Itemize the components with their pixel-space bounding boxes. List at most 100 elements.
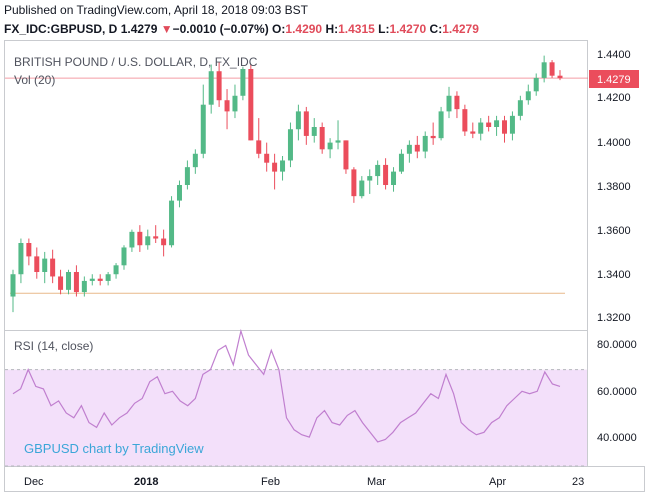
candle-body [414, 144, 420, 152]
volume-label: Vol (20) [14, 73, 55, 87]
low-value: 1.4270 [389, 22, 427, 36]
candle-body [240, 69, 246, 96]
time-tick-label: 2018 [134, 476, 158, 488]
open-value: 1.4290 [285, 22, 323, 36]
candle-body [34, 256, 40, 272]
candle-body [486, 122, 492, 127]
time-tick-label: Mar [367, 476, 386, 488]
candle-body [73, 272, 79, 293]
candle-body [295, 111, 301, 130]
candle-body [105, 274, 111, 281]
candle-body [224, 100, 230, 112]
last-price: 1.4279 [120, 22, 158, 36]
candle-body [153, 236, 159, 239]
candle-body [216, 71, 222, 101]
rsi-group [5, 328, 587, 467]
candle-body [42, 258, 48, 272]
down-arrow-icon: ▼ [160, 22, 173, 36]
candle-body [81, 280, 87, 293]
candle-body [121, 247, 127, 266]
candle-body [232, 95, 238, 112]
candle-body [462, 109, 468, 132]
candle-body [280, 160, 286, 172]
change-value: −0.0010 (−0.07%) [172, 22, 269, 36]
open-label: O: [272, 22, 286, 36]
candle-body [446, 95, 452, 112]
candle-body [113, 265, 119, 275]
rsi-tick-label: 40.0000 [597, 432, 637, 444]
candle-body [26, 243, 32, 257]
candle-body [97, 278, 103, 281]
candle-body [248, 69, 254, 141]
candle-body [319, 127, 325, 150]
time-tick-label: 23 [572, 476, 584, 488]
candle-body [145, 236, 151, 246]
candle-body [383, 164, 389, 185]
last-price-tag-text: 1.4279 [597, 74, 631, 86]
candle-body [351, 169, 357, 197]
candle-body [454, 95, 460, 110]
close-value: 1.4279 [442, 22, 479, 36]
time-tick-label: Dec [24, 476, 44, 488]
candle-body [525, 91, 531, 101]
candle-body [200, 104, 206, 154]
rsi-tick-label: 60.0000 [597, 386, 637, 398]
candle-body [430, 135, 436, 139]
price-tick-label: 1.4000 [597, 137, 631, 149]
candle-body [494, 120, 500, 127]
candle-body [208, 71, 214, 105]
price-tick-label: 1.3600 [597, 225, 631, 237]
candle-body [367, 176, 373, 181]
candle-body [517, 100, 523, 116]
candle-body [65, 272, 71, 290]
candle-body [58, 276, 64, 290]
price-tick-label: 1.4200 [597, 92, 631, 104]
candle-body [422, 135, 428, 152]
rsi-line [12, 328, 561, 443]
close-label: C: [429, 22, 443, 36]
main-pane-frame [4, 40, 588, 331]
candle-body [502, 120, 508, 134]
candle-body [256, 140, 262, 154]
candle-body [541, 62, 547, 78]
time-tick-label: Apr [489, 476, 506, 488]
candle-body [50, 258, 56, 277]
candle-body [184, 167, 190, 185]
candle-body [375, 164, 381, 177]
candle-body [10, 274, 16, 297]
candle-body [406, 144, 412, 154]
candle-body [549, 62, 555, 76]
candle-body [89, 278, 95, 281]
candle-body [557, 75, 563, 79]
candle-body [470, 131, 476, 134]
candle-body [287, 129, 293, 161]
candle-body [272, 162, 278, 172]
candle-body [438, 111, 444, 139]
pane-title: BRITISH POUND / U.S. DOLLAR, D, FX_IDC [14, 55, 258, 69]
candle-body [303, 111, 309, 136]
time-axis-frame [4, 466, 645, 492]
candle-body [176, 185, 182, 201]
candle-body [161, 238, 167, 246]
candle-body [192, 153, 198, 168]
candle-body [327, 142, 333, 150]
candle-body [533, 77, 539, 92]
candles-group [5, 55, 588, 313]
candle-body [18, 243, 24, 275]
candle-body [391, 171, 397, 185]
symbol-ohlc-line: FX_IDC:GBPUSD, D 1.4279 ▼−0.0010 (−0.07%… [4, 22, 479, 36]
high-value: 1.4315 [338, 22, 375, 36]
price-tick-label: 1.4400 [597, 49, 631, 61]
price-tick-label: 1.3800 [597, 181, 631, 193]
published-line: Published on TradingView.com, April 18, … [4, 3, 308, 17]
candle-body [169, 200, 175, 246]
candle-body [509, 115, 515, 134]
symbol-label: FX_IDC:GBPUSD, D [4, 22, 118, 36]
price-tick-label: 1.3200 [597, 312, 631, 324]
candle-body [264, 153, 270, 163]
watermark: GBPUSD chart by TradingView [24, 441, 204, 456]
price-tick-label: 1.3400 [597, 269, 631, 281]
candle-body [343, 140, 349, 170]
